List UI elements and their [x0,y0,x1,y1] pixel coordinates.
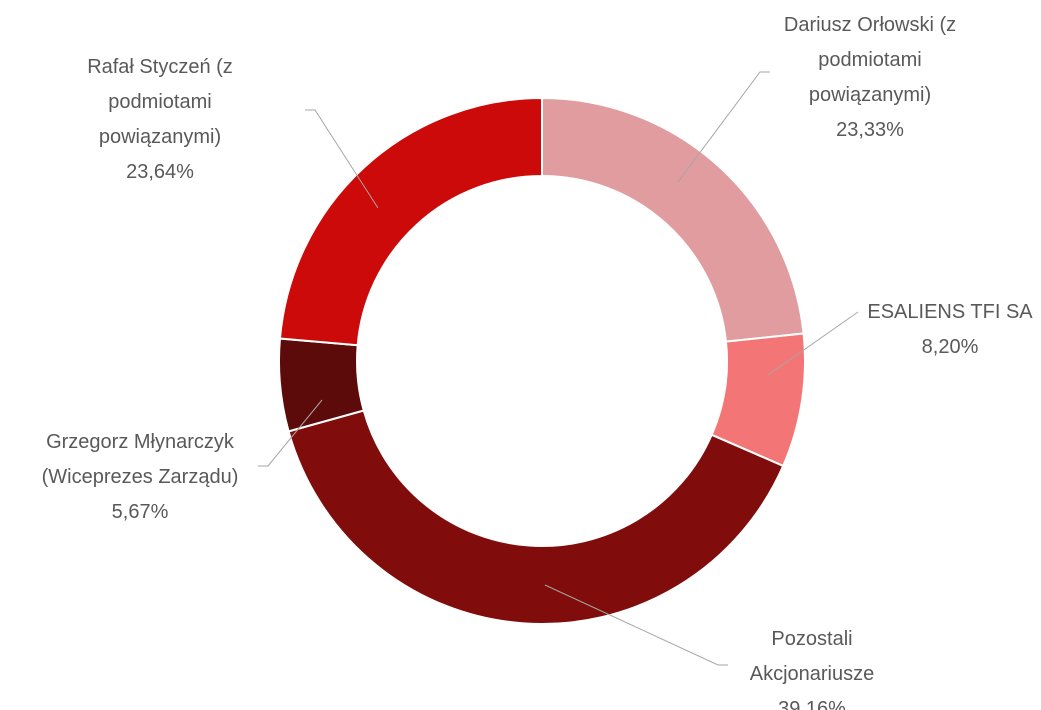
value-label: 39,16% [778,698,846,710]
donut-slice [287,409,785,625]
category-label: ESALIENS TFI SA [867,301,1033,323]
leader-line [258,399,323,467]
value-label: 23,33% [836,119,904,141]
data-label: ESALIENS TFI SA 8,20% [840,295,1041,365]
value-label: 5,67% [111,501,169,523]
leader-line [677,71,770,183]
leader-line [305,109,379,209]
donut-slice [541,96,805,343]
donut-slice [278,96,543,347]
category-label: Dariusz Orłowski (z podmiotami powiązany… [783,14,957,106]
leader-line [544,584,728,666]
data-label: Rafał Styczeń (z podmiotami powiązanymi)… [75,50,245,190]
data-label: Grzegorz Młynarczyk (Wiceprezes Zarządu)… [10,425,270,530]
data-label: Pozostali Akcjonariusze 39,16% [727,622,897,710]
category-label: Grzegorz Młynarczyk (Wiceprezes Zarządu) [41,431,239,488]
category-label: Pozostali Akcjonariusze [749,628,875,685]
data-label: Dariusz Orłowski (z podmiotami powiązany… [775,8,965,148]
category-label: Rafał Styczeń (z podmiotami powiązanymi) [87,56,233,148]
value-label: 23,64% [126,161,194,183]
value-label: 8,20% [921,336,979,358]
leader-line [767,311,859,376]
